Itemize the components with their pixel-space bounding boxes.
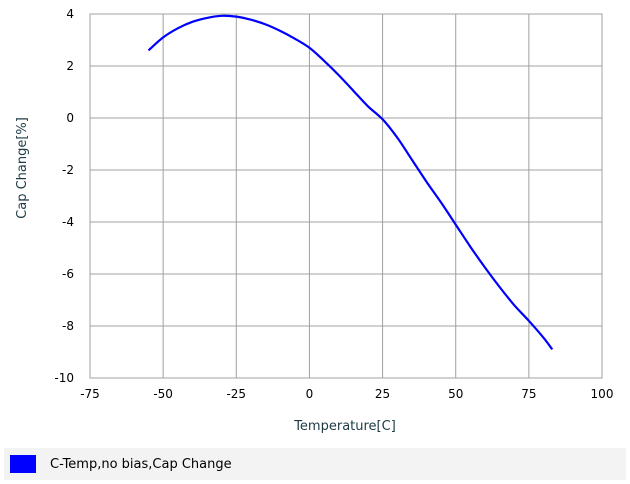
y-tick-label: 2: [66, 59, 74, 73]
y-tick-label: -6: [62, 267, 74, 281]
x-tick-label: -75: [80, 387, 100, 401]
x-tick-label: 75: [521, 387, 536, 401]
x-tick-label: -50: [153, 387, 173, 401]
x-tick-label: 25: [375, 387, 390, 401]
chart-area: -75 -50 -25 0 25 50 75 100 -10 -8 -6 -4 -2 0 2 4 Tempe…: [15, 7, 614, 434]
y-tick-label: -8: [62, 319, 74, 333]
y-tick-label: -10: [54, 371, 74, 385]
cap-change-chart: -75 -50 -25 0 25 50 75 100 -10 -8 -6 -4 -2 0 2 4 Tempe…: [15, 7, 614, 434]
legend-swatch: [10, 455, 36, 473]
y-tick-label: -2: [62, 163, 74, 177]
y-tick-label: -4: [62, 215, 74, 229]
series-line: [147, 14, 554, 351]
x-tick-label: 0: [306, 387, 314, 401]
plot-frame: [89, 13, 603, 379]
y-tick-label: 0: [66, 111, 74, 125]
x-tick-label: -25: [226, 387, 246, 401]
x-axis-title: Temperature[C]: [293, 419, 396, 434]
x-tick-label: 100: [591, 387, 614, 401]
legend: C-Temp,no bias,Cap Change: [4, 448, 626, 480]
x-tick-label: 50: [448, 387, 463, 401]
legend-label: C-Temp,no bias,Cap Change: [50, 456, 232, 472]
y-tick-label: 4: [66, 7, 74, 21]
y-axis-title: Cap Change[%]: [15, 117, 30, 219]
